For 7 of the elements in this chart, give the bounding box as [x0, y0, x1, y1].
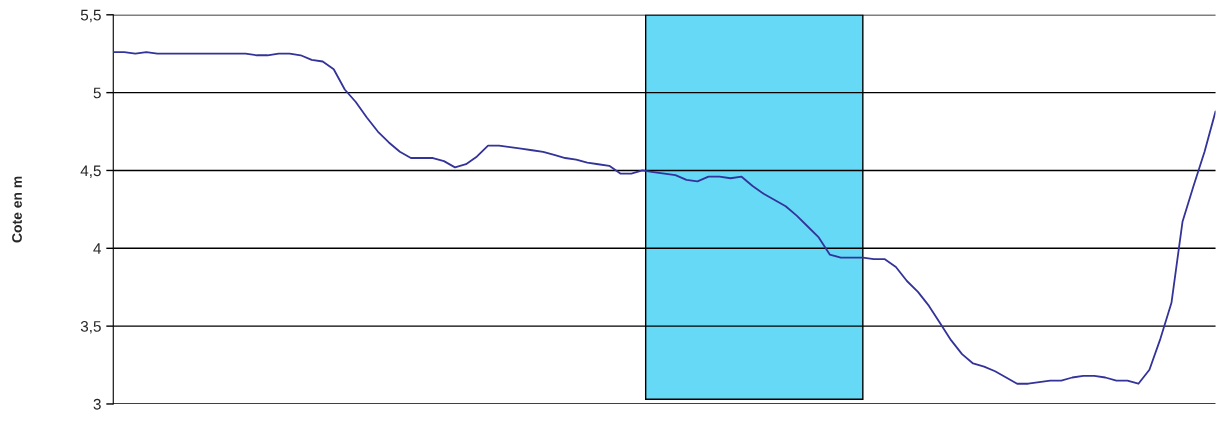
y-tick-label: 3	[93, 398, 101, 410]
y-axis-title: Cote en m	[12, 176, 22, 243]
y-tick-label: 5,5	[80, 9, 101, 23]
y-tick-label: 4	[93, 243, 102, 254]
y-tick-label: 4,5	[80, 165, 101, 178]
y-tick-label: 5	[93, 87, 101, 99]
y-tick-label: 3,5	[80, 321, 101, 334]
